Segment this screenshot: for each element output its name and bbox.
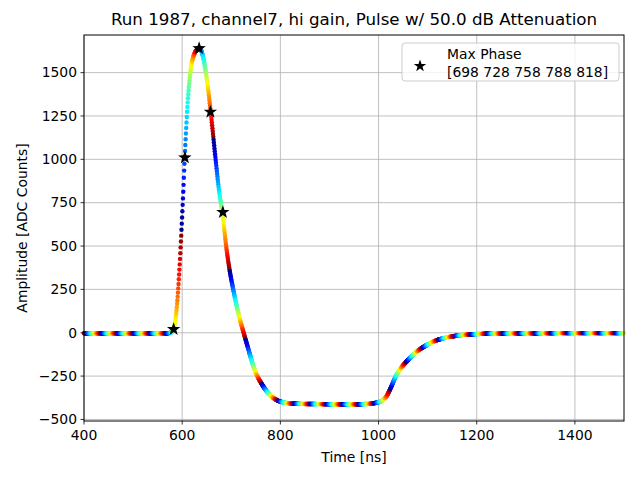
x-tick-labels: 400 600 800 1000 1200 1400 xyxy=(71,427,593,443)
scatter-dot xyxy=(184,120,188,124)
y-tick-label: 1000 xyxy=(42,151,77,167)
scatter-dot xyxy=(178,245,182,249)
scatter-dot xyxy=(181,183,185,187)
y-tick-labels: −500 −250 0 250 500 750 1000 1250 1500 xyxy=(39,64,77,427)
scatter-dot xyxy=(179,233,183,237)
pulse-chart: 400 600 800 1000 1200 1400 −500 −250 0 250 500 750… xyxy=(0,0,640,480)
scatter-dot xyxy=(186,92,190,96)
y-tick-label: 500 xyxy=(50,238,77,254)
x-tick-label: 600 xyxy=(169,427,196,443)
chart-title: Run 1987, channel7, hi gain, Pulse w/ 50… xyxy=(111,9,597,29)
x-tick-label: 800 xyxy=(267,427,294,443)
scatter-dot xyxy=(181,196,185,200)
scatter-dot xyxy=(177,272,181,276)
scatter-dot xyxy=(183,137,187,141)
y-tick-label: 1250 xyxy=(42,108,77,124)
y-tick-label: 0 xyxy=(68,325,77,341)
scatter-dot xyxy=(185,100,189,104)
scatter-dot xyxy=(178,257,182,261)
scatter-dot xyxy=(179,227,183,231)
legend: Max Phase [698 728 758 788 818] xyxy=(402,43,619,81)
scatter-dot xyxy=(178,251,182,255)
scatter-dot xyxy=(185,110,189,114)
y-tick-label: 250 xyxy=(50,281,77,297)
scatter-dot xyxy=(180,209,184,213)
legend-label-line1: Max Phase xyxy=(447,46,522,62)
scatter-dot xyxy=(185,105,189,109)
scatter-dot xyxy=(180,215,184,219)
max-phase-star xyxy=(178,151,191,164)
legend-label-line2: [698 728 758 788 818] xyxy=(447,64,608,80)
scatter-dot xyxy=(182,162,186,166)
x-tick-label: 400 xyxy=(71,427,98,443)
y-tick-label: 1500 xyxy=(42,64,77,80)
scatter-dot xyxy=(181,190,185,194)
gridlines xyxy=(84,35,624,421)
scatter-dot xyxy=(180,221,184,225)
waveform-scatter xyxy=(82,46,626,406)
scatter-dot xyxy=(179,239,183,243)
scatter-dot xyxy=(176,286,180,290)
scatter-dot xyxy=(177,267,181,271)
scatter-dot xyxy=(177,277,181,281)
scatter-dot xyxy=(182,168,186,172)
y-tick-label: −500 xyxy=(39,411,77,427)
scatter-dot xyxy=(178,262,182,266)
scatter-dot xyxy=(182,176,186,180)
y-tick-label: −250 xyxy=(39,368,77,384)
scatter-dot xyxy=(175,294,179,298)
scatter-dot xyxy=(184,131,188,135)
y-axis-label: Amplitude [ADC Counts] xyxy=(14,143,30,312)
x-tick-label: 1000 xyxy=(361,427,396,443)
figure: 400 600 800 1000 1200 1400 −500 −250 0 250 500 750… xyxy=(0,0,640,480)
axes-border xyxy=(84,35,624,421)
scatter-dot xyxy=(186,96,190,100)
x-tick-label: 1400 xyxy=(557,427,592,443)
scatter-dot xyxy=(183,143,187,147)
scatter-dot xyxy=(180,203,184,207)
scatter-dot xyxy=(176,290,180,294)
scatter-dot xyxy=(176,282,180,286)
x-tick-label: 1200 xyxy=(459,427,494,443)
scatter-dot xyxy=(185,115,189,119)
x-axis-label: Time [ns] xyxy=(320,449,386,465)
axis-ticks xyxy=(81,73,575,425)
y-tick-label: 750 xyxy=(50,194,77,210)
scatter-dot xyxy=(184,126,188,130)
